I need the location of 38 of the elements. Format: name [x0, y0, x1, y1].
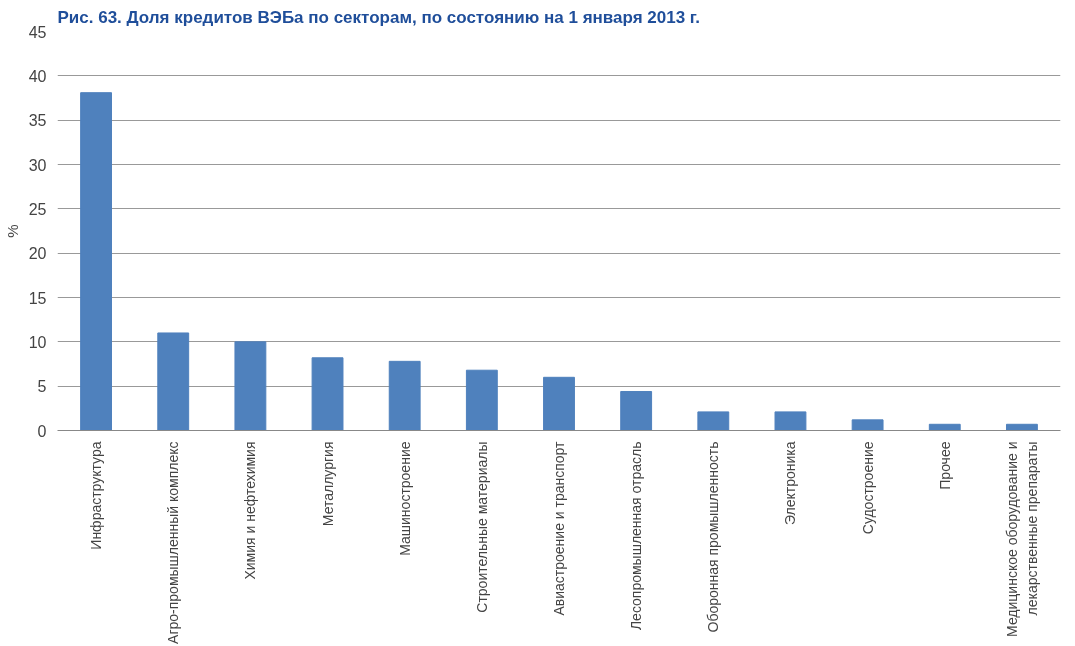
bar [543, 376, 575, 431]
y-tick-label: 20 [28, 245, 47, 263]
x-tick-label: Судостроение [859, 441, 876, 535]
bar [80, 92, 113, 431]
bar [157, 332, 190, 431]
bar [697, 411, 730, 431]
y-tick-label: 30 [28, 156, 47, 174]
bar [928, 423, 961, 431]
x-tick-label: Строительные материалы [473, 441, 490, 613]
x-tick-label: Инфраструктура [88, 441, 105, 550]
x-tick-label: Агро-промышленный комплекс [165, 441, 182, 644]
y-tick-label: 25 [28, 200, 47, 218]
y-tick-label: 5 [37, 378, 47, 396]
x-tick-label: Медицинское оборудование и лекарственные препараты [1004, 441, 1040, 637]
bar [234, 341, 267, 431]
bar [388, 360, 421, 431]
y-tick-label: 15 [28, 289, 47, 307]
x-tick-label: Машиностроение [396, 441, 413, 556]
y-tick-label: 10 [28, 333, 47, 351]
y-tick-label: 35 [28, 112, 47, 130]
y-tick-label: 45 [28, 23, 47, 41]
bar [851, 419, 884, 431]
bar [465, 369, 498, 431]
y-tick-label: 0 [37, 422, 47, 440]
y-tick-label: 40 [28, 67, 47, 85]
bar [774, 411, 807, 431]
x-tick-label: Химия и нефтехимия [242, 441, 259, 580]
x-tick-label: Оборонная промышленность [705, 441, 722, 633]
chart-title: Рис. 63. Доля кредитов ВЭБа по секторам, по состоянию на 1 января 2013 г. [57, 7, 700, 27]
bar [620, 390, 653, 431]
bar [311, 357, 344, 431]
x-tick-label: Металлургия [319, 441, 336, 527]
bar [1005, 423, 1038, 431]
x-tick-label: Прочее [936, 441, 953, 490]
x-tick-label: Электроника [782, 441, 799, 526]
x-tick-label: Авиастроение и транспорт [551, 440, 567, 616]
y-axis-title: % [3, 224, 21, 238]
x-tick-label: Лесопромышленная отрасль [628, 441, 645, 631]
